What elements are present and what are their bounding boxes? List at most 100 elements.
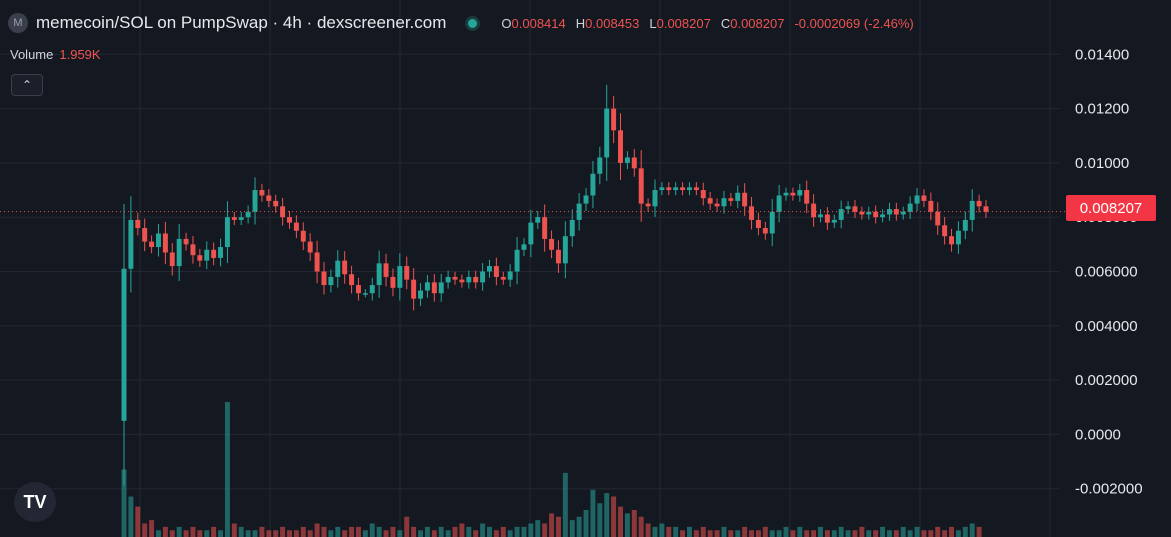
volume-bar	[266, 530, 272, 537]
volume-bar	[355, 526, 361, 537]
volume-bar	[666, 526, 672, 537]
volume-bar	[383, 530, 389, 537]
volume-bar	[176, 526, 182, 537]
volume-bar	[542, 523, 548, 537]
volume-bar	[445, 530, 451, 537]
price-change: -0.0002069 (-2.46%)	[794, 15, 914, 31]
candle-body	[976, 200, 982, 207]
volume-bar	[921, 530, 927, 537]
candle-body	[928, 200, 934, 212]
candle-body	[618, 130, 623, 163]
candle-body	[942, 225, 948, 237]
volume-bar	[597, 503, 603, 537]
candle-body	[335, 260, 341, 277]
collapse-legend-button[interactable]: ⌃	[11, 74, 43, 96]
candle-body	[886, 209, 892, 215]
candle-body	[666, 187, 672, 191]
volume-bar	[452, 526, 458, 537]
candle-body	[362, 293, 368, 295]
volume-bar	[514, 526, 520, 537]
chart-header: M memecoin/SOL on PumpSwap · 4h · dexscr…	[8, 10, 914, 36]
candle-body	[321, 271, 327, 286]
candle-body	[700, 190, 706, 199]
volume-bar	[418, 530, 424, 537]
candle-body	[680, 187, 686, 191]
volume-bar	[831, 530, 837, 537]
candle-body	[452, 276, 458, 280]
close-key: C	[720, 15, 731, 31]
volume-bar	[466, 526, 472, 537]
candle-body	[776, 195, 782, 212]
volume-bar	[949, 526, 955, 537]
candle-body	[231, 217, 237, 220]
ohlc-readout: O0.008414 H0.008453 L0.008207 C0.008207 …	[501, 16, 913, 31]
candle-body	[528, 222, 534, 245]
market-status-icon	[468, 18, 478, 28]
volume-bar	[231, 523, 237, 537]
candle-body	[397, 266, 403, 288]
candle-body	[342, 260, 348, 275]
volume-bar	[169, 530, 175, 537]
volume-bar	[431, 530, 437, 537]
candle-body	[659, 187, 665, 191]
candle-body	[824, 214, 830, 223]
candle-body	[831, 219, 837, 223]
volume-bar	[404, 516, 410, 537]
tradingview-logo-icon[interactable]: TV	[14, 482, 56, 522]
token-logo: M	[8, 13, 28, 33]
volume-bar	[155, 530, 161, 537]
y-tick-label: -0.002000	[1075, 481, 1143, 498]
candle-body	[204, 249, 210, 261]
candle-body	[583, 195, 589, 204]
volume-bar	[783, 526, 789, 537]
candle-body	[880, 214, 886, 218]
candle-body	[555, 249, 561, 264]
candle-body	[218, 247, 224, 258]
volume-bar	[493, 530, 499, 537]
volume-bar	[686, 526, 692, 537]
volume-bar	[521, 526, 527, 537]
volume-bar	[549, 513, 555, 537]
candle-body	[535, 217, 541, 223]
volume-bar	[583, 510, 589, 537]
candle-body	[783, 192, 789, 196]
volume-bar	[411, 526, 417, 537]
volume-bar	[328, 530, 334, 537]
candle-body	[645, 203, 651, 207]
candle-body	[852, 206, 858, 212]
candle-body	[542, 217, 548, 239]
candle-body	[631, 157, 637, 169]
volume-bar	[376, 526, 382, 537]
candle-body	[859, 211, 865, 215]
volume-bar	[604, 493, 610, 537]
candle-body	[652, 190, 658, 207]
volume-bar	[852, 530, 858, 537]
candle-body	[755, 219, 761, 229]
volume-value: 1.959K	[59, 47, 101, 62]
candle-body	[169, 252, 175, 267]
candle-body	[328, 276, 334, 286]
volume-bar	[859, 526, 865, 537]
candle-body	[873, 211, 879, 218]
candle-body	[921, 195, 927, 201]
candle-body	[224, 217, 230, 248]
candle-body	[438, 282, 444, 294]
candle-body	[962, 219, 968, 231]
candle-body	[914, 195, 920, 204]
volume-bar	[873, 530, 879, 537]
volume-bar	[555, 516, 561, 537]
last-price-label: 0.008207	[1066, 195, 1156, 221]
volume-bar	[211, 526, 217, 537]
volume-bar	[293, 530, 299, 537]
candle-body	[252, 190, 258, 212]
candle-body	[935, 211, 941, 226]
candle-body	[307, 241, 313, 253]
candle-body	[514, 249, 520, 272]
candle-body	[735, 192, 741, 201]
candle-body	[355, 285, 361, 294]
candle-body	[349, 274, 355, 286]
volume-bar	[424, 526, 430, 537]
volume-bar	[500, 526, 506, 537]
candle-body	[500, 276, 506, 280]
